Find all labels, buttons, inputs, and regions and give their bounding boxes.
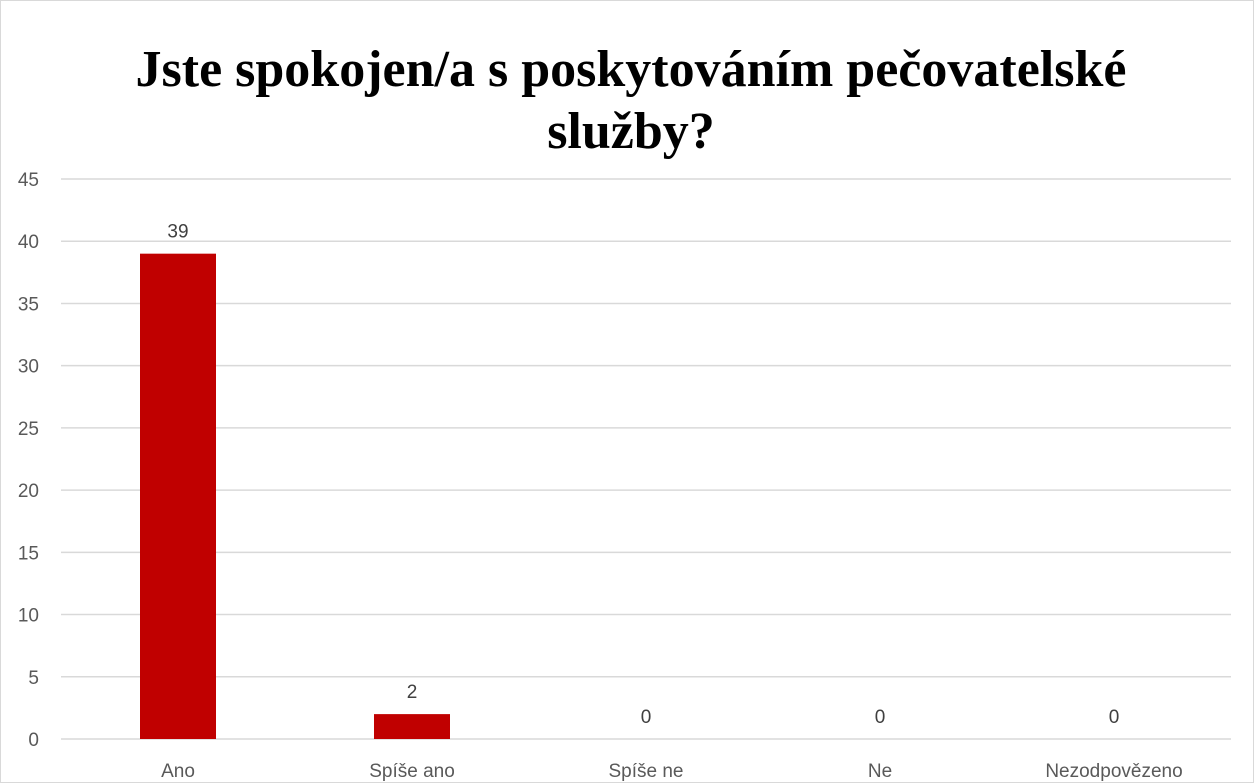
x-category-label: Spíše ano [369, 761, 455, 782]
y-tick-label: 25 [18, 419, 39, 440]
chart-title: Jste spokojen/a s poskytováním pečovatel… [135, 41, 1127, 160]
bar [140, 253, 216, 739]
bars [140, 253, 450, 739]
x-category-label: Ne [868, 761, 892, 782]
x-category-label: Spíše ne [609, 761, 684, 782]
data-label: 0 [875, 707, 886, 728]
y-axis-ticks: 0 5 10 15 20 25 30 35 40 45 [18, 170, 39, 751]
y-tick-label: 20 [18, 481, 39, 502]
x-axis-categories: Ano Spíše ano Spíše ne Ne Nezodpovězeno [161, 761, 1183, 782]
bar [374, 714, 450, 739]
data-label: 39 [167, 222, 188, 243]
y-tick-label: 5 [28, 668, 39, 689]
y-tick-label: 45 [18, 170, 39, 191]
x-category-label: Ano [161, 761, 195, 782]
gridlines [61, 178, 1231, 740]
x-category-label: Nezodpovězeno [1045, 761, 1182, 782]
data-label: 0 [1109, 707, 1120, 728]
y-tick-label: 15 [18, 543, 39, 564]
y-tick-label: 40 [18, 232, 39, 253]
data-labels: 39 2 0 0 0 [167, 222, 1119, 728]
y-tick-label: 30 [18, 357, 39, 378]
y-tick-label: 0 [28, 730, 39, 751]
y-tick-label: 10 [18, 606, 39, 627]
data-label: 0 [641, 707, 652, 728]
data-label: 2 [407, 682, 418, 703]
y-tick-label: 35 [18, 294, 39, 315]
